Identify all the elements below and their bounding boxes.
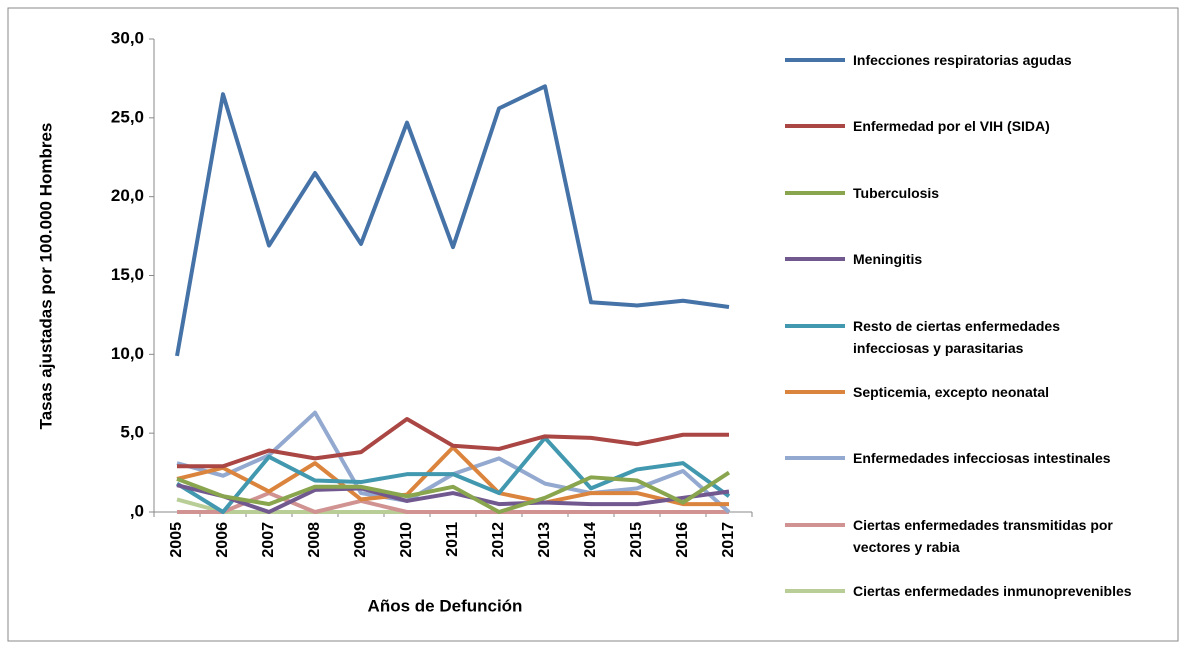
x-axis-title: Años de Defunción	[368, 596, 523, 615]
legend-swatch	[785, 190, 845, 195]
legend-label: Ciertas enfermedades transmitidas por ve…	[853, 516, 1113, 555]
chart-frame	[7, 7, 1179, 642]
x-tick-label: 2012	[490, 522, 507, 558]
data-line	[177, 416, 729, 469]
y-tick-label: 15,0	[111, 265, 144, 284]
legend-label: Enfermedad por el VIH (SIDA)	[853, 118, 1050, 135]
legend-swatch	[785, 257, 845, 262]
y-tick-label: 30,0	[111, 28, 144, 47]
legend-swatch	[785, 390, 845, 394]
data-line	[175, 435, 731, 514]
legend-item: Tuberculosis	[785, 183, 1133, 204]
y-tick-label: 5,0	[120, 423, 144, 442]
x-tick-label: 2010	[398, 522, 415, 558]
y-axis-title: Tasas ajustadas por 100.000 Hombres	[36, 123, 55, 430]
legend-label: Septicemia, excepto neonatal	[853, 384, 1050, 400]
y-tick-label: 25,0	[111, 107, 144, 126]
legend-label: Ciertas enfermedades inmunoprevenibles	[853, 583, 1132, 600]
legend-swatch	[785, 58, 845, 62]
x-tick-label: 2011	[444, 522, 461, 557]
x-tick-label: 2017	[720, 522, 737, 558]
legend-label: Meningitis	[853, 251, 923, 268]
legend-item: Meningitis	[785, 249, 1133, 270]
x-tick-label: 2007	[260, 522, 277, 558]
x-tick-label: 2014	[582, 522, 599, 558]
legend-label: Resto de ciertas enfermedades infecciosa…	[853, 317, 1060, 356]
data-line	[176, 470, 731, 514]
x-tick-label: 2005	[168, 522, 185, 558]
legend-item: Ciertas enfermedades transmitidas por ve…	[785, 515, 1133, 558]
legend-swatch	[785, 456, 845, 461]
y-tick-label: 10,0	[111, 344, 144, 363]
legend-swatch	[785, 589, 845, 594]
data-line	[175, 84, 730, 357]
y-tick-label: 20,0	[111, 186, 144, 205]
x-tick-label: 2016	[674, 522, 691, 558]
legend-item: Enfermedades infecciosas intestinales	[785, 448, 1133, 469]
legend-item: Enfermedad por el VIH (SIDA)	[785, 116, 1133, 137]
legend-item: Septicemia, excepto neonatal	[785, 382, 1133, 403]
legend-swatch	[785, 522, 845, 527]
legend-label: Tuberculosis	[853, 184, 940, 201]
legend-label: Infecciones respiratorias agudas	[853, 52, 1072, 68]
legend-swatch	[785, 124, 845, 129]
legend-item: Ciertas enfermedades inmunoprevenibles	[785, 581, 1133, 602]
x-tick-label: 2015	[628, 522, 645, 558]
data-line	[176, 483, 730, 514]
legend-item: Infecciones respiratorias agudas	[785, 50, 1133, 71]
x-tick-label: 2006	[214, 522, 231, 558]
x-tick-label: 2008	[306, 522, 323, 558]
y-tick-label: ,0	[130, 501, 144, 520]
legend-swatch	[785, 323, 845, 328]
x-tick-label: 2013	[536, 522, 553, 558]
legend-item: Resto de ciertas enfermedades infecciosa…	[785, 316, 1133, 359]
x-tick-label: 2009	[352, 522, 369, 558]
legend-label: Enfermedades infecciosas intestinales	[853, 450, 1111, 467]
